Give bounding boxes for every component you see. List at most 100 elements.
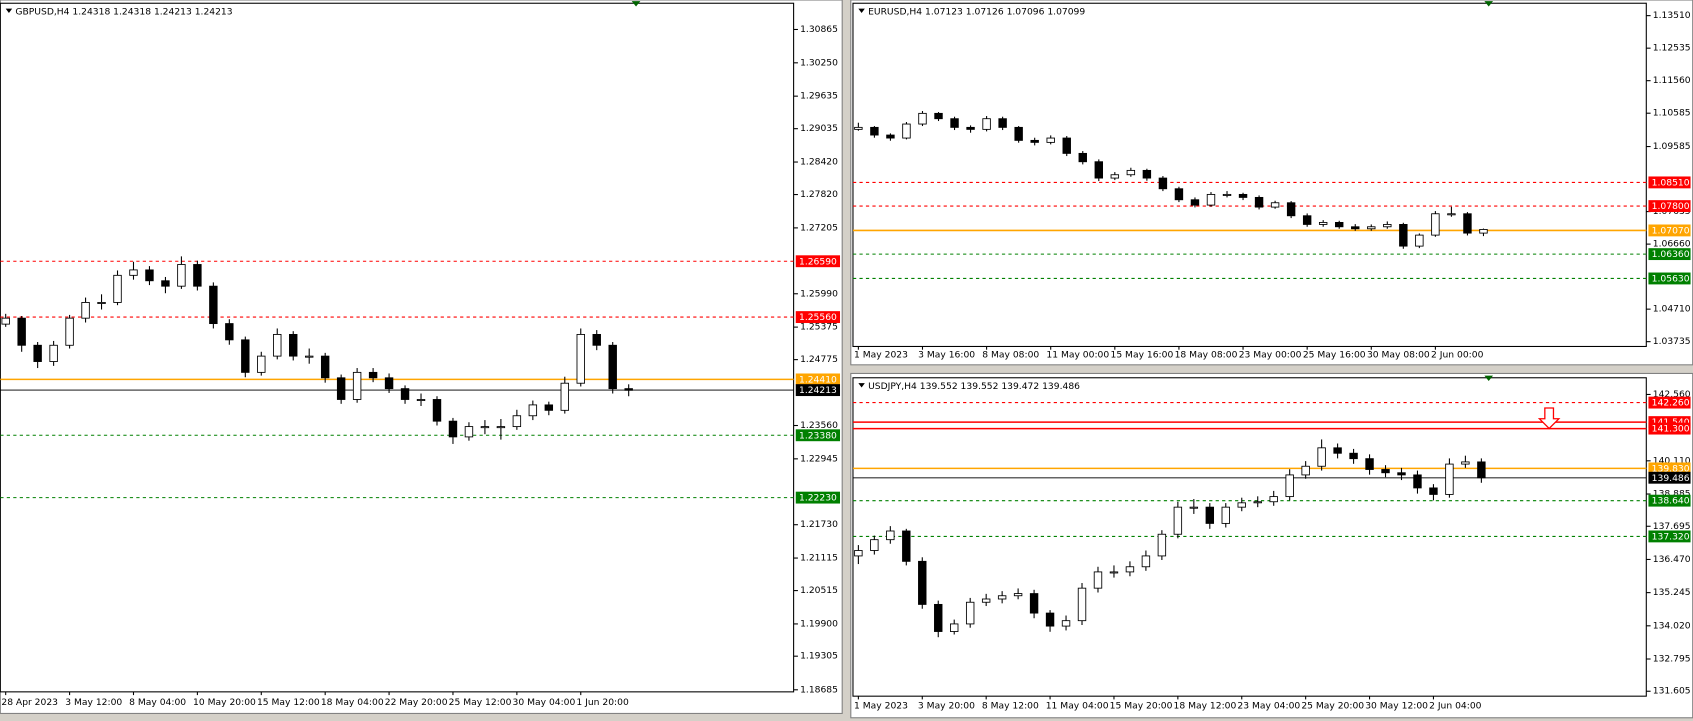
x-tick-label: 18 May 12:00 bbox=[1174, 700, 1237, 711]
y-tick-label: 1.04710 bbox=[1653, 304, 1691, 315]
candle-body bbox=[97, 302, 106, 304]
candle-body bbox=[918, 112, 927, 125]
candle-body bbox=[289, 333, 298, 357]
candle-body bbox=[1238, 193, 1248, 198]
shift-marker bbox=[1484, 375, 1494, 382]
candle-body bbox=[1415, 234, 1424, 247]
y-tick-label: 1.20515 bbox=[800, 585, 838, 596]
y-tick-label: 1.24775 bbox=[800, 354, 838, 365]
y-tick-label: 1.27205 bbox=[800, 222, 838, 233]
candle-body bbox=[981, 598, 991, 603]
candle-body bbox=[512, 415, 522, 428]
candle-body bbox=[870, 539, 879, 551]
x-tick-label: 10 May 20:00 bbox=[193, 697, 256, 708]
price-level-box bbox=[795, 255, 841, 268]
candle-body bbox=[1094, 161, 1104, 179]
y-tick-label: 1.27820 bbox=[800, 189, 838, 200]
candle-body bbox=[1222, 193, 1232, 196]
candle-body bbox=[161, 280, 170, 287]
y-tick-label: 131.605 bbox=[1653, 686, 1691, 697]
x-tick-label: 2 Jun 04:00 bbox=[1429, 700, 1482, 711]
candle-body bbox=[854, 126, 863, 130]
y-tick-label: 1.10585 bbox=[1653, 108, 1691, 119]
candle-body bbox=[1013, 593, 1023, 597]
candle-body bbox=[129, 269, 138, 276]
candle-body bbox=[209, 285, 218, 325]
x-tick-label: 22 May 20:00 bbox=[385, 697, 448, 708]
y-tick-label: 1.18685 bbox=[800, 684, 838, 695]
candle-body bbox=[1205, 506, 1215, 524]
price-level-label: 1.24213 bbox=[799, 385, 837, 396]
y-tick-label: 1.23560 bbox=[800, 420, 838, 431]
candle-body bbox=[432, 399, 442, 422]
candle-body bbox=[1253, 501, 1262, 504]
candle-body bbox=[1301, 465, 1310, 476]
y-tick-label: 1.19900 bbox=[800, 618, 838, 629]
candle-body bbox=[1093, 571, 1103, 589]
candle-body bbox=[997, 595, 1007, 600]
title-marker bbox=[858, 8, 865, 13]
candle-body bbox=[1365, 458, 1374, 470]
x-tick-label: 25 May 20:00 bbox=[1301, 700, 1364, 711]
candle-body bbox=[918, 560, 927, 605]
candle-body bbox=[1078, 152, 1087, 163]
candle-body bbox=[384, 377, 394, 390]
y-tick-label: 1.03735 bbox=[1653, 336, 1691, 347]
candle-body bbox=[608, 344, 617, 390]
price-level-box bbox=[795, 491, 841, 504]
candle-body bbox=[886, 134, 895, 139]
candle-body bbox=[1189, 506, 1199, 509]
candle-body bbox=[870, 126, 879, 136]
candle-body bbox=[225, 323, 234, 341]
candle-body bbox=[1317, 447, 1326, 467]
candle-body bbox=[1269, 496, 1278, 503]
price-level-box bbox=[1648, 272, 1691, 285]
price-level-label: 1.06360 bbox=[1652, 249, 1690, 260]
candle-body bbox=[1141, 555, 1151, 568]
x-tick-label: 11 May 00:00 bbox=[1046, 350, 1109, 361]
y-tick-label: 1.11560 bbox=[1653, 75, 1691, 86]
candle-body bbox=[576, 333, 585, 384]
candle-body bbox=[273, 333, 282, 357]
y-tick-label: 1.29035 bbox=[800, 123, 838, 134]
x-tick-label: 30 May 12:00 bbox=[1365, 700, 1428, 711]
candle-body bbox=[336, 377, 346, 400]
x-tick-label: 18 May 04:00 bbox=[321, 697, 384, 708]
plot-frame bbox=[0, 2, 795, 693]
chart-title: GBPUSD,H4 1.24318 1.24318 1.24213 1.2421… bbox=[15, 6, 232, 17]
candle-body bbox=[65, 317, 74, 346]
price-level-box bbox=[1648, 200, 1691, 213]
x-tick-label: 1 Jun 20:00 bbox=[576, 697, 629, 708]
price-level-label: 139.486 bbox=[1652, 473, 1690, 484]
x-tick-label: 1 May 2023 bbox=[854, 350, 908, 361]
candle-body bbox=[1158, 177, 1168, 190]
candle-body bbox=[304, 355, 314, 358]
price-level-label: 1.08510 bbox=[1652, 177, 1690, 188]
shift-marker bbox=[1484, 1, 1494, 7]
candle-body bbox=[1062, 137, 1071, 154]
candle-body bbox=[1157, 533, 1167, 557]
candle-body bbox=[1270, 202, 1280, 208]
candle-body bbox=[496, 426, 506, 429]
y-tick-label: 1.30865 bbox=[800, 24, 838, 35]
y-tick-label: 1.06660 bbox=[1653, 239, 1691, 250]
candle-body bbox=[1077, 587, 1087, 622]
y-tick-label: 1.28420 bbox=[800, 157, 838, 168]
price-level-label: 1.07070 bbox=[1652, 225, 1690, 236]
candle-body bbox=[1190, 199, 1200, 206]
candle-body bbox=[934, 112, 943, 120]
candle-body bbox=[1479, 229, 1488, 234]
candle-body bbox=[33, 344, 42, 362]
candle-body bbox=[1333, 447, 1342, 454]
price-level-label: 1.24410 bbox=[799, 374, 837, 385]
price-level-label: 138.640 bbox=[1652, 496, 1690, 507]
price-level-box bbox=[795, 311, 841, 324]
y-tick-label: 134.020 bbox=[1653, 620, 1691, 631]
candle-body bbox=[49, 344, 58, 362]
y-tick-label: 135.245 bbox=[1653, 587, 1691, 598]
candle-body bbox=[177, 264, 186, 287]
price-level-label: 139.830 bbox=[1652, 463, 1690, 474]
y-tick-label: 1.22945 bbox=[800, 453, 838, 464]
candle-body bbox=[998, 118, 1007, 128]
